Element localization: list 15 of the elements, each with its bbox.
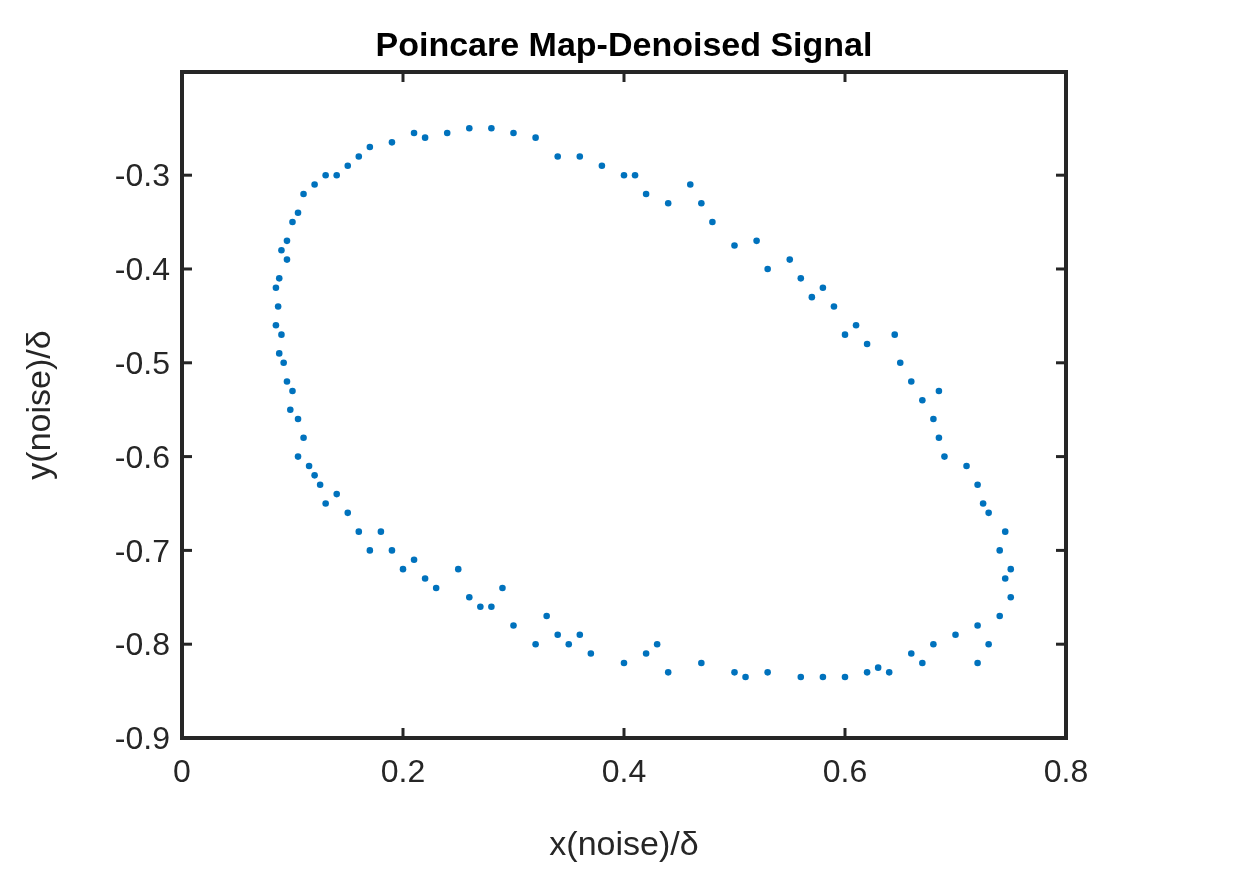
y-tick-label: -0.6	[114, 438, 170, 475]
y-tick-label: -0.3	[114, 157, 170, 194]
x-tick-label: 0.4	[601, 753, 647, 789]
x-tick-label: 0	[173, 753, 191, 789]
y-tick-label: -0.8	[114, 626, 170, 663]
y-tick-label: -0.4	[114, 251, 170, 288]
x-axis-title: x(noise)/δ	[549, 824, 699, 862]
y-tick-label: -0.7	[114, 532, 170, 569]
y-axis-title: y(noise)/δ	[19, 330, 57, 480]
y-tick-label: -0.9	[114, 720, 170, 757]
y-tick-label: -0.5	[114, 344, 170, 381]
x-tick-label: 0.8	[1043, 753, 1089, 789]
chart-title: Poincare Map-Denoised Signal	[375, 25, 873, 63]
x-tick-label: 0.2	[380, 753, 426, 789]
x-tick-label: 0.6	[822, 753, 868, 789]
